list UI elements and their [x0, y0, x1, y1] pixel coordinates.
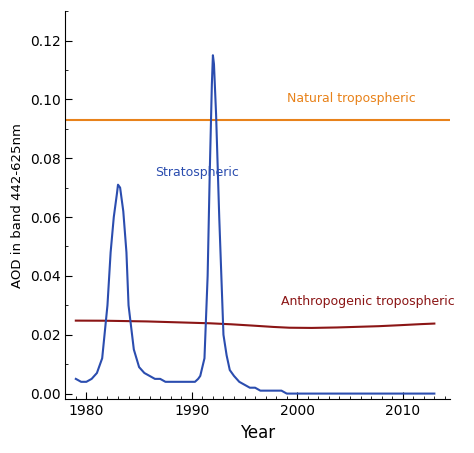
X-axis label: Year: Year — [240, 424, 275, 442]
Y-axis label: AOD in band 442-625nm: AOD in band 442-625nm — [11, 123, 24, 288]
Text: Anthropogenic tropospheric: Anthropogenic tropospheric — [282, 295, 455, 308]
Text: Natural tropospheric: Natural tropospheric — [287, 92, 416, 105]
Text: Stratospheric: Stratospheric — [155, 166, 239, 179]
